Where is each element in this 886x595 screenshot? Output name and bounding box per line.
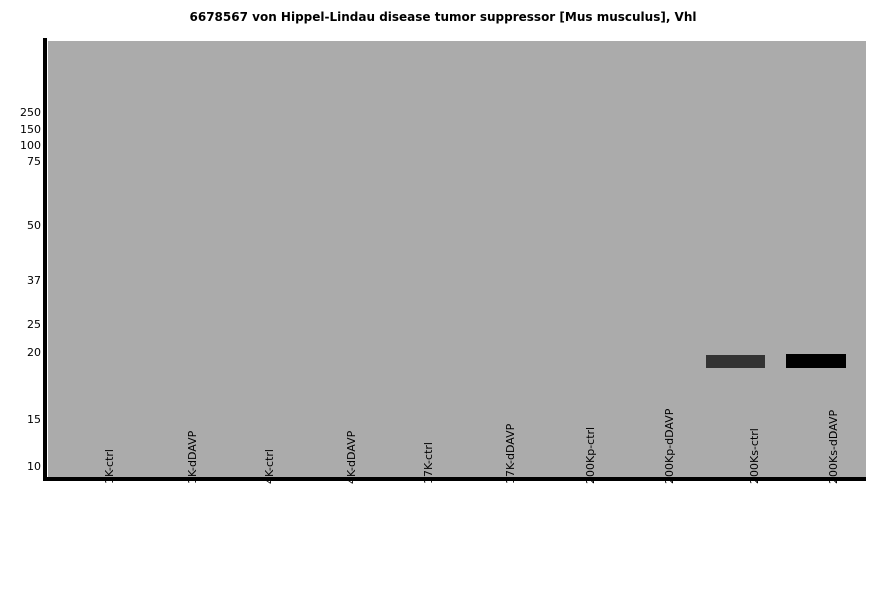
x-tick-label: 200Ks-ctrl [748, 428, 761, 484]
x-tick-label: 200Kp-ctrl [584, 426, 597, 484]
y-axis-line [43, 38, 47, 481]
y-tick-label: 50 [27, 219, 41, 232]
x-tick-label: 17K-dDAVP [504, 423, 517, 484]
y-tick-label: 75 [27, 155, 41, 168]
x-axis-line [43, 477, 866, 481]
chart-title: 6678567 von Hippel-Lindau disease tumor … [189, 10, 697, 24]
plot-area [48, 41, 866, 478]
x-tick-label: 1K-dDAVP [186, 430, 199, 484]
y-axis-tick-labels: 250 150 100 75 50 37 25 20 15 10 [0, 0, 41, 595]
y-tick-label: 25 [27, 318, 41, 331]
gel-band [786, 354, 846, 368]
x-tick-label: 1K-ctrl [103, 449, 116, 484]
y-tick-label: 15 [27, 413, 41, 426]
gel-band [706, 355, 765, 368]
y-tick-label: 100 [20, 139, 41, 152]
x-tick-label: 4K-dDAVP [345, 430, 358, 484]
y-tick-label: 150 [20, 123, 41, 136]
y-tick-label: 10 [27, 460, 41, 473]
x-tick-label: 200Kp-dDAVP [663, 408, 676, 484]
x-tick-label: 200Ks-dDAVP [827, 409, 840, 484]
y-tick-label: 250 [20, 106, 41, 119]
x-tick-label: 17K-ctrl [422, 442, 435, 484]
y-tick-label: 20 [27, 346, 41, 359]
y-tick-label: 37 [27, 274, 41, 287]
x-tick-label: 4K-ctrl [263, 449, 276, 484]
